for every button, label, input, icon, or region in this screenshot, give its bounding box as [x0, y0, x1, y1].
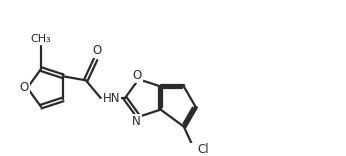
Text: O: O: [133, 69, 142, 82]
Text: HN: HN: [103, 92, 120, 105]
Text: O: O: [20, 81, 29, 94]
Text: Cl: Cl: [198, 143, 209, 156]
Text: N: N: [132, 115, 141, 128]
Text: O: O: [93, 44, 102, 57]
Text: CH₃: CH₃: [30, 34, 51, 44]
